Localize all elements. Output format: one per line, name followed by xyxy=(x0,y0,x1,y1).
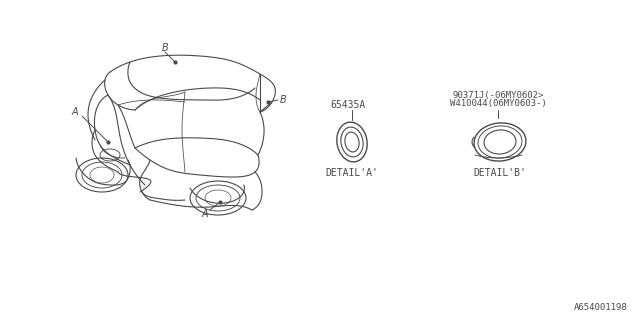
Text: B: B xyxy=(280,95,286,105)
Text: W410044(06MY0603-): W410044(06MY0603-) xyxy=(450,99,547,108)
Text: B: B xyxy=(162,43,168,53)
Text: DETAIL'B': DETAIL'B' xyxy=(474,168,527,178)
Text: 90371J(-06MY0602>: 90371J(-06MY0602> xyxy=(452,91,544,100)
Text: A: A xyxy=(72,107,78,117)
Text: A: A xyxy=(202,209,208,219)
Text: DETAIL'A': DETAIL'A' xyxy=(326,168,378,178)
Text: 65435A: 65435A xyxy=(330,100,365,110)
Text: A654001198: A654001198 xyxy=(574,303,628,312)
